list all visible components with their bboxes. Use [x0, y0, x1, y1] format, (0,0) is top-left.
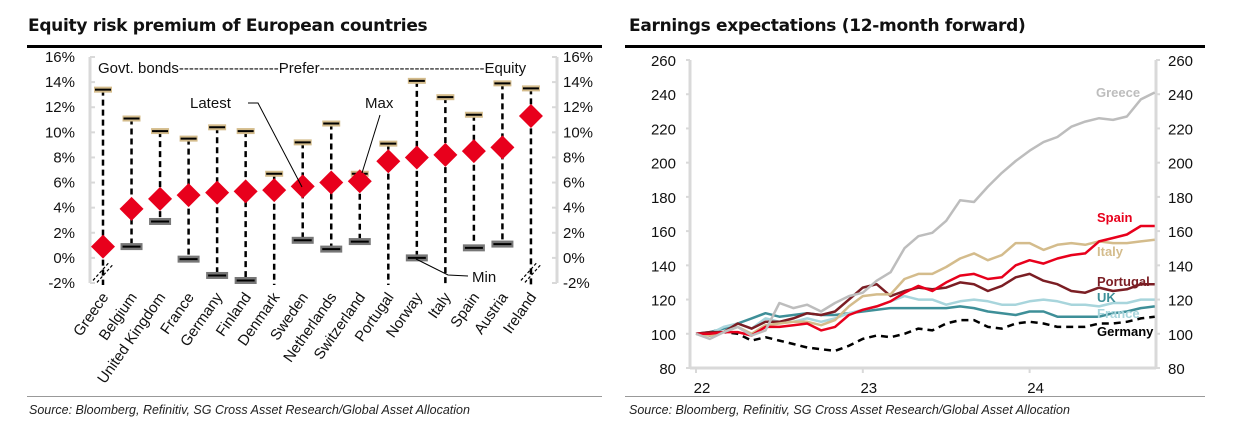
earnings-source-rule [625, 396, 1205, 397]
series-label-uk: UK [1097, 290, 1116, 305]
latest-annotation: Latest [190, 95, 232, 112]
y-tick-label: -2% [48, 275, 75, 292]
y-tick-label: 10% [45, 124, 75, 141]
erp-chart: -2% -2% 0% 0% 2% 2% 4% 4% 6% 6% 8% 8% 10% 10% 12% 12% 14… [45, 49, 593, 387]
latest-marker [319, 170, 344, 195]
series-line-spain [696, 224, 1155, 337]
latest-marker [262, 178, 287, 203]
y-tick-label-right: 80 [1168, 361, 1185, 378]
erp-source: Source: Bloomberg, Refinitiv, SG Cross A… [29, 403, 470, 417]
y-tick-label-right: 10% [563, 124, 593, 141]
y-tick-label: 2% [53, 225, 75, 242]
min-leader-line [415, 258, 469, 277]
y-tick-label-right: -2% [563, 275, 590, 292]
earnings-chart-title: Earnings expectations (12-month forward) [629, 16, 1026, 36]
y-tick-label: 8% [53, 149, 75, 166]
y-tick-label: 120 [651, 293, 676, 310]
y-tick-label: 12% [45, 99, 75, 116]
x-tick-label: 22 [694, 380, 711, 397]
y-tick-label-right: 2% [563, 225, 585, 242]
x-tick-label: 24 [1027, 380, 1044, 397]
y-tick-label: 4% [53, 200, 75, 217]
y-tick-label-right: 260 [1168, 53, 1193, 70]
y-tick-label: 200 [651, 156, 676, 173]
series-label-greece: Greece [1096, 85, 1140, 100]
y-tick-label: 16% [45, 49, 75, 66]
y-tick-label-right: 16% [563, 49, 593, 66]
erp-source-rule [27, 396, 602, 397]
y-tick-label: 180 [651, 190, 676, 207]
y-tick-label-right: 200 [1168, 156, 1193, 173]
min-annotation: Min [472, 269, 496, 286]
latest-marker [176, 183, 201, 208]
latest-marker [347, 169, 372, 194]
y-tick-label-right: 140 [1168, 258, 1193, 275]
erp-title-rule [27, 45, 602, 48]
y-tick-label: 240 [651, 87, 676, 104]
latest-marker [119, 196, 144, 221]
series-label-italy: Italy [1097, 244, 1124, 259]
series-label-germany: Germany [1097, 324, 1154, 339]
latest-marker [233, 179, 258, 204]
series-label-portugal: Portugal [1097, 274, 1150, 289]
latest-marker [376, 149, 401, 174]
earnings-panel: Earnings expectations (12-month forward)… [620, 0, 1242, 437]
latest-marker [205, 180, 230, 205]
series-label-france: France [1097, 306, 1140, 321]
y-tick-label: 80 [659, 361, 676, 378]
earnings-title-rule [625, 45, 1205, 48]
y-tick-label: 14% [45, 74, 75, 91]
y-tick-label-right: 0% [563, 250, 585, 267]
y-tick-label-right: 180 [1168, 190, 1193, 207]
max-annotation: Max [365, 95, 394, 112]
latest-marker [148, 186, 173, 211]
y-tick-label-right: 6% [563, 175, 585, 192]
series-line-germany [695, 315, 1155, 353]
latest-marker [91, 234, 115, 259]
y-tick-label-right: 240 [1168, 87, 1193, 104]
axis-break-mark [520, 262, 538, 281]
y-tick-label: 100 [651, 327, 676, 344]
y-tick-label-right: 220 [1168, 121, 1193, 138]
latest-marker [433, 142, 458, 167]
latest-marker [490, 135, 515, 160]
y-tick-label: 6% [53, 175, 75, 192]
series-line-italy [695, 238, 1155, 337]
earnings-source: Source: Bloomberg, Refinitiv, SG Cross A… [629, 403, 1070, 417]
y-tick-label-right: 14% [563, 74, 593, 91]
y-tick-label: 140 [651, 258, 676, 275]
y-tick-label-right: 8% [563, 149, 585, 166]
prefer-header-text: Govt. bonds--------------------Prefer---… [98, 60, 527, 77]
y-tick-label: 160 [651, 224, 676, 241]
y-tick-label: 220 [651, 121, 676, 138]
y-tick-label: 0% [53, 250, 75, 267]
y-tick-label-right: 160 [1168, 224, 1193, 241]
axis-break-mark [92, 262, 110, 281]
latest-leader-line [248, 102, 303, 188]
latest-marker [404, 145, 429, 170]
erp-chart-title: Equity risk premium of European countrie… [28, 16, 428, 36]
series-label-spain: Spain [1097, 210, 1132, 225]
x-tick-label: 23 [860, 380, 877, 397]
erp-panel: Equity risk premium of European countrie… [0, 0, 610, 437]
y-tick-label-right: 4% [563, 200, 585, 217]
axis-break-mark [524, 264, 542, 283]
y-tick-label: 260 [651, 53, 676, 70]
y-tick-label-right: 100 [1168, 327, 1193, 344]
y-tick-label-right: 12% [563, 99, 593, 116]
latest-marker [518, 104, 543, 129]
series-line-greece [695, 91, 1156, 341]
latest-marker [290, 174, 315, 199]
earnings-chart: 80 80 100 100 120 120 140 140 160 160 180 180 200 200… [651, 53, 1193, 397]
axis-break-mark [96, 264, 114, 283]
y-tick-label-right: 120 [1168, 293, 1193, 310]
max-leader-line [361, 114, 381, 174]
series-line-france [696, 294, 1155, 336]
latest-marker [461, 139, 486, 164]
